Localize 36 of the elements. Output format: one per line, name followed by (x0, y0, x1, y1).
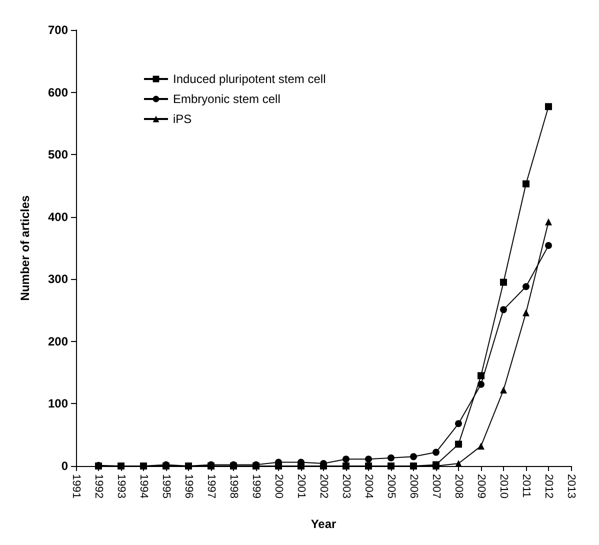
x-tick-label: 1994 (138, 474, 150, 498)
y-tick-label: 0 (61, 459, 68, 473)
x-tick-label: 2007 (430, 474, 442, 498)
x-tick-label: 1996 (182, 474, 194, 498)
x-tick-label: 2006 (408, 474, 420, 498)
y-tick-label: 400 (48, 210, 68, 224)
y-tick-label: 300 (48, 272, 68, 286)
x-tick-label: 1998 (228, 474, 240, 498)
x-tick-label: 2010 (498, 474, 510, 498)
legend-label: Embryonic stem cell (173, 92, 280, 106)
x-tick-label: 2001 (295, 474, 307, 498)
x-tick-label: 2004 (362, 474, 374, 498)
x-tick-label: 2002 (318, 474, 330, 498)
x-tick-label: 2011 (520, 474, 532, 498)
y-tick-label: 100 (48, 396, 68, 411)
x-tick-label: 2009 (475, 474, 487, 498)
x-tick-label: 2005 (385, 474, 397, 498)
x-tick-label: 1999 (250, 474, 262, 498)
y-tick-label: 600 (48, 85, 68, 100)
x-tick-label: 1992 (92, 474, 104, 498)
x-tick-label: 2008 (452, 474, 464, 498)
y-tick-label: 200 (48, 334, 68, 348)
legend-label: iPS (173, 112, 192, 126)
x-tick-label: 2003 (340, 474, 352, 498)
x-tick-label: 1997 (205, 474, 217, 498)
x-tick-label: 2000 (272, 474, 284, 498)
legend-label: Induced pluripotent stem cell (173, 72, 326, 86)
y-tick-label: 700 (48, 23, 68, 37)
x-tick-label: 2012 (542, 474, 554, 498)
x-tick-label: 2013 (565, 474, 577, 498)
x-tick-label: 1995 (160, 474, 172, 498)
y-tick-label: 500 (48, 148, 68, 162)
x-tick-label: 1993 (115, 474, 127, 498)
y-axis-title: Number of articles (18, 195, 32, 301)
x-axis-title: Year (310, 517, 337, 531)
x-tick-label: 1991 (70, 474, 82, 498)
